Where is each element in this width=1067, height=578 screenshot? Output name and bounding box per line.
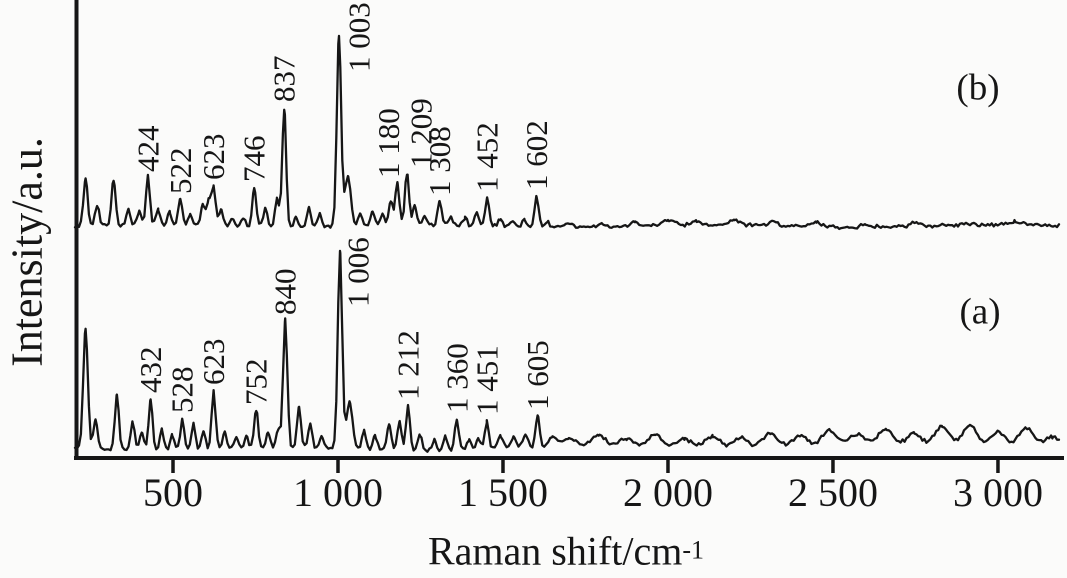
x-tick-label: 2 000: [623, 470, 713, 515]
peak-label-b-746: 746: [237, 136, 272, 183]
peak-label-b-1209: 1 209: [403, 98, 438, 168]
x-axis-title-superscript: -1: [682, 535, 705, 565]
x-axis-title-text: Raman shift/cm: [427, 528, 683, 574]
annotation-spectrum-b: (b): [956, 67, 1000, 109]
peak-label-a-752: 752: [239, 359, 274, 406]
peak-label-a-1451: 1 451: [469, 345, 504, 415]
peak-label-b-1308: 1 308: [422, 126, 457, 196]
x-axis-title: Raman shift/cm-1: [428, 528, 704, 575]
spectrum-a-curve: [73, 249, 1061, 453]
peak-label-a-528: 528: [165, 367, 200, 414]
peak-label-a-1360: 1 360: [439, 343, 474, 413]
peak-label-b-837: 837: [267, 56, 302, 103]
peak-label-a-1212: 1 212: [390, 330, 425, 400]
peak-label-b-623: 623: [196, 134, 231, 180]
spectrum-b-curve: [73, 34, 1061, 231]
x-tick-label: 1 000: [293, 470, 383, 515]
annotation-spectrum-a: (a): [959, 291, 1001, 333]
x-tick-label: 1 500: [458, 470, 548, 515]
peak-label-b-522: 522: [163, 148, 198, 195]
peak-label-b-1180: 1 180: [371, 108, 406, 178]
y-axis-title: Intensity/a.u.: [2, 137, 52, 367]
peak-label-b-1602: 1 602: [519, 120, 554, 190]
peak-label-b-424: 424: [130, 125, 165, 172]
peak-label-a-432: 432: [133, 347, 168, 394]
peak-label-b-1003: 1 003: [341, 2, 376, 72]
peak-label-a-1006: 1 006: [340, 237, 375, 307]
x-tick-label: 3 000: [953, 470, 1043, 515]
peak-label-b-1452: 1 452: [470, 122, 505, 192]
peak-label-a-840: 840: [268, 269, 303, 316]
x-tick-label: 500: [143, 470, 203, 515]
peak-label-a-623: 623: [196, 339, 231, 386]
peak-label-a-1605: 1 605: [520, 340, 555, 410]
x-tick-label: 2 500: [788, 470, 878, 515]
